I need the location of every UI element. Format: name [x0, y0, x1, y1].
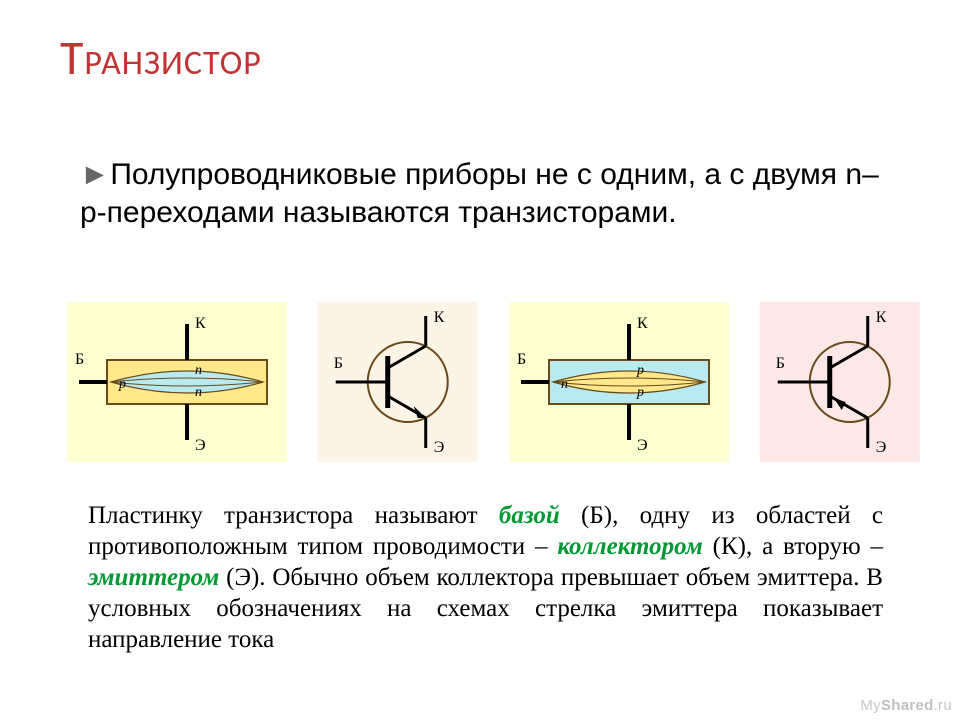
para-t3: (К), а вторую – [703, 533, 883, 560]
pnp-outer-label: n [561, 377, 568, 392]
sym-emitter: Э [434, 439, 445, 456]
bullet-marker: ► [80, 156, 102, 194]
pnp-schematic: Б К Э [749, 302, 930, 462]
explanation-paragraph: Пластинку транзистора называют базой (Б)… [88, 500, 883, 655]
label-base-2: Б [517, 351, 526, 368]
sym-emitter-2: Э [875, 439, 886, 456]
base-term: базой [499, 502, 560, 529]
slide-title-text: Транзистор [60, 34, 262, 82]
transistor-diagrams: p n n Б К Э Б К Э [50, 302, 930, 462]
label-base: Б [75, 351, 84, 368]
pnp-inner-label-top: p [636, 363, 644, 378]
label-emitter: Э [195, 437, 206, 454]
label-emitter-2: Э [637, 437, 648, 454]
pnp-cross-section: n p p Б К Э [492, 302, 746, 462]
npn-outer-label: p [118, 377, 126, 392]
label-collector-2: К [637, 315, 648, 332]
npn-schematic: Б К Э [307, 302, 488, 462]
label-collector: К [195, 315, 206, 332]
npn-inner-label-bot: n [195, 385, 202, 400]
pnp-inner-label-bot: p [636, 385, 644, 400]
watermark: MyShared.ru [860, 697, 952, 714]
sym-collector-2: К [875, 309, 886, 326]
sym-collector: К [434, 309, 445, 326]
bullet-text: Полупроводниковые приборы не с одним, а … [80, 158, 879, 229]
sym-base-2: Б [775, 355, 784, 372]
npn-inner-label-top: n [195, 363, 202, 378]
collector-term: коллектором [557, 533, 702, 560]
sym-base: Б [334, 355, 343, 372]
definition-bullet: ► Полупроводниковые приборы не с одним, … [80, 156, 880, 232]
slide-title: Транзистор [60, 34, 262, 82]
emitter-term: эмиттером [88, 564, 219, 591]
npn-cross-section: p n n Б К Э [50, 302, 304, 462]
para-t1: Пластинку транзистора называют [88, 502, 499, 529]
